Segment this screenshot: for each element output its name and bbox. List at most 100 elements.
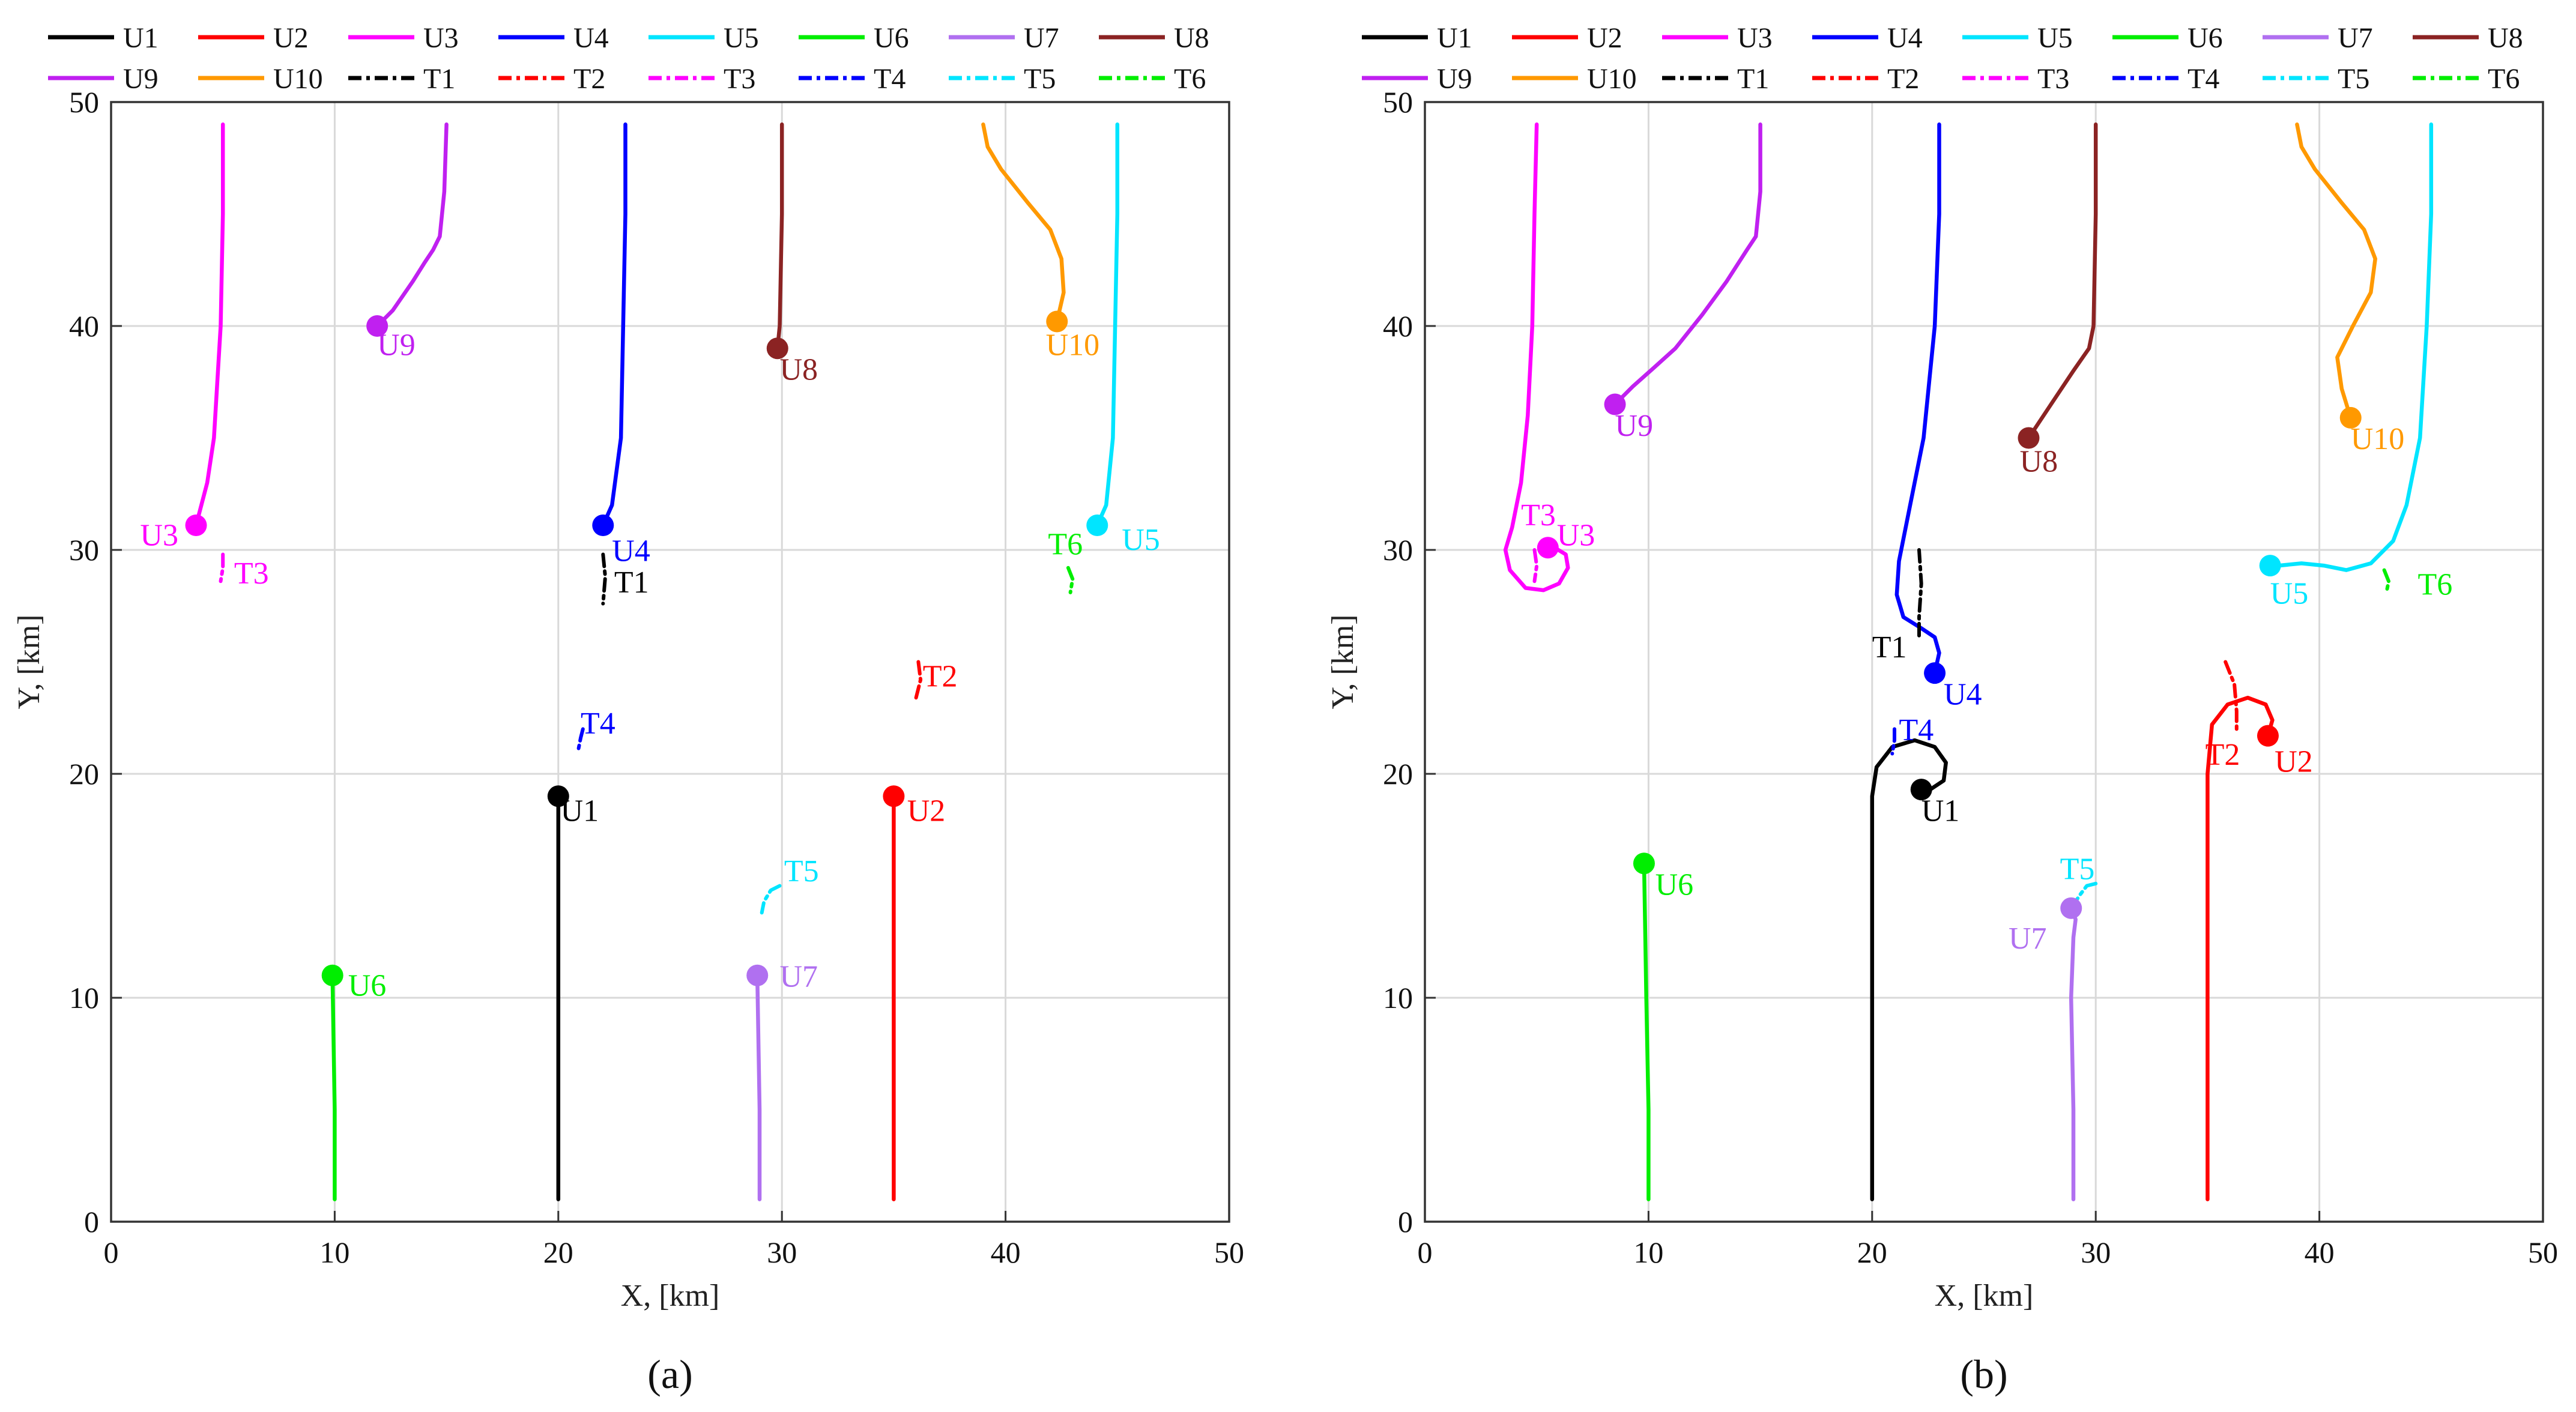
series-u8-path [2027, 122, 2098, 440]
legend-label-u4: U4 [1887, 22, 1923, 54]
x-axis-title: X, [km] [621, 1279, 720, 1313]
y-tick-label: 20 [1383, 757, 1413, 791]
x-axis-title: X, [km] [1935, 1279, 2034, 1313]
y-tick-label: 40 [1383, 309, 1413, 343]
series-u3-label: U3 [1557, 519, 1595, 553]
legend-label-u1: U1 [123, 22, 159, 54]
series-u10-label: U10 [1046, 328, 1100, 362]
series-u4-marker [592, 514, 614, 536]
series-t3-path [219, 552, 225, 584]
series-u7-marker [2060, 897, 2082, 919]
series-u9-label: U9 [1615, 409, 1654, 443]
series-t5-label: T5 [2060, 852, 2095, 886]
legend-label-t4: T4 [2187, 63, 2219, 95]
series-u2-path [2206, 695, 2275, 1201]
series-u5-path [1095, 122, 1120, 528]
series-u8-label: U8 [2020, 444, 2058, 478]
y-tick-label: 10 [69, 981, 99, 1015]
legend-label-u7: U7 [1024, 22, 1059, 54]
x-tick-label: 10 [319, 1236, 349, 1269]
x-tick-label: 50 [1214, 1236, 1244, 1269]
series-u8-marker [766, 337, 788, 360]
legend-label-t3: T3 [724, 63, 755, 95]
series-u9-label: U9 [377, 328, 416, 362]
axis-ticks: 0 10 20 30 40 50 0 10 20 30 40 50 [69, 85, 1244, 1269]
legend-label-t2: T2 [1887, 63, 1919, 95]
series-u6-marker [1633, 852, 1655, 875]
legend-label-u5: U5 [724, 22, 759, 54]
x-tick-label: 40 [991, 1236, 1021, 1269]
legend-label-t5: T5 [2338, 63, 2369, 95]
series-u8-label: U8 [779, 353, 818, 387]
legend: U1 U2 U3 U4 U5 U6 U7 U8 U9 U10 T1 T2 T3 T4 T5 T6 [1362, 22, 2523, 95]
panel-label: (b) [1960, 1351, 2007, 1397]
series-u7-path [755, 973, 762, 1201]
series-u10-path [981, 122, 1066, 324]
plot-frame [110, 101, 1230, 1223]
series-u2-label: U2 [907, 794, 946, 828]
y-tick-label: 20 [69, 757, 99, 791]
series-t1-path [601, 552, 607, 606]
series-u2-label: U2 [2275, 744, 2313, 779]
series-u3-path [194, 122, 225, 528]
series-u5-label: U5 [1122, 523, 1160, 557]
x-tick-label: 0 [1418, 1236, 1433, 1269]
legend-label-u8: U8 [2488, 22, 2523, 54]
series-t1-path [1917, 548, 1923, 642]
y-tick-label: 0 [84, 1205, 99, 1239]
y-tick-label: 50 [69, 85, 99, 119]
series-u8-marker [2018, 427, 2040, 449]
series-u4-marker [1924, 662, 1946, 684]
legend-label-t6: T6 [2488, 63, 2520, 95]
series-u5-marker [2259, 555, 2281, 577]
y-axis-title: Y, [km] [1326, 615, 1360, 710]
series-group: U1 U2 U3 U4 U5 U6 U7 U8 U9 U10 T1 T2 T3 T4 T5 T6 [1503, 122, 2452, 1201]
legend-label-u5: U5 [2037, 22, 2073, 54]
legend-label-t6: T6 [1174, 63, 1206, 95]
series-u5-marker [1086, 514, 1108, 536]
series-t3-label: T3 [1521, 498, 1556, 533]
legend-label-t1: T1 [1737, 63, 1769, 95]
plot-frame [1424, 101, 2544, 1223]
series-u3-path [1503, 122, 1570, 593]
series-u1-marker [547, 785, 569, 807]
x-tick-label: 30 [2081, 1236, 2111, 1269]
x-tick-label: 0 [104, 1236, 119, 1269]
series-t2-path [2224, 660, 2239, 731]
legend-label-u9: U9 [1437, 63, 1472, 95]
series-u7-path [2069, 906, 2078, 1201]
x-tick-label: 10 [1633, 1236, 1663, 1269]
legend-label-u1: U1 [1437, 22, 1472, 54]
y-tick-label: 50 [1383, 85, 1413, 119]
series-u10-marker [1046, 310, 1068, 333]
series-u3-marker [1537, 537, 1559, 559]
series-t2-label: T2 [2206, 738, 2240, 772]
series-u1-marker [1910, 779, 1932, 801]
legend-label-u7: U7 [2338, 22, 2373, 54]
series-u6-path [330, 973, 337, 1201]
series-u1-path [1870, 738, 1948, 1201]
series-u4-path [1894, 122, 1941, 675]
series-u9-marker [1604, 393, 1626, 415]
series-t5-label: T5 [784, 854, 819, 889]
y-tick-label: 0 [1398, 1205, 1413, 1239]
series-t5-path [2073, 881, 2098, 904]
x-tick-label: 40 [2305, 1236, 2335, 1269]
series-u3-marker [185, 514, 207, 536]
panel-label: (a) [647, 1351, 692, 1397]
series-u8-path [775, 122, 784, 351]
legend-label-u10: U10 [273, 63, 323, 95]
series-t6-path [1066, 566, 1075, 594]
series-t3-label: T3 [234, 557, 269, 591]
legend-label-u4: U4 [573, 22, 609, 54]
series-u7-label: U7 [2009, 922, 2047, 956]
x-tick-label: 30 [767, 1236, 797, 1269]
series-u6-marker [321, 964, 343, 986]
y-tick-label: 40 [69, 309, 99, 343]
legend-label-u10: U10 [1587, 63, 1637, 95]
series-u3-label: U3 [140, 519, 178, 553]
legend-label-u3: U3 [1737, 22, 1773, 54]
series-t6-label: T6 [2417, 568, 2452, 602]
legend-label-u8: U8 [1174, 22, 1209, 54]
